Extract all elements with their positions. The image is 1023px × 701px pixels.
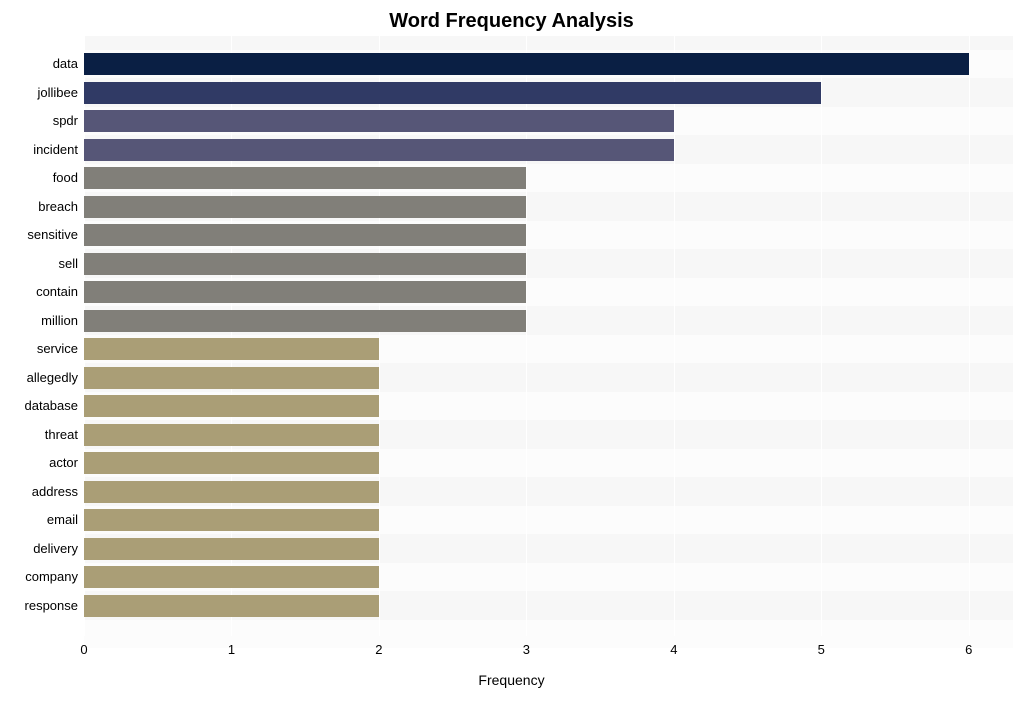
word-frequency-chart: Word Frequency Analysis Frequency 0 1 2 3 4 5… (0, 0, 1023, 701)
y-tick-label: sell (58, 256, 78, 271)
row-band (84, 620, 1013, 649)
bar (84, 481, 379, 503)
x-tick-label: 6 (965, 642, 972, 657)
bar (84, 338, 379, 360)
y-tick-label: service (37, 341, 78, 356)
bar (84, 167, 526, 189)
x-tick-label: 2 (375, 642, 382, 657)
bar (84, 53, 969, 75)
y-tick-label: sensitive (27, 227, 78, 242)
y-tick-label: allegedly (27, 370, 78, 385)
chart-title: Word Frequency Analysis (0, 10, 1023, 33)
y-tick-label: company (25, 569, 78, 584)
y-tick-label: breach (38, 199, 78, 214)
bar (84, 452, 379, 474)
bar (84, 196, 526, 218)
bar (84, 509, 379, 531)
bar (84, 253, 526, 275)
y-tick-label: food (53, 170, 78, 185)
bar (84, 139, 674, 161)
y-tick-label: data (53, 56, 78, 71)
x-tick-label: 5 (818, 642, 825, 657)
y-tick-label: million (41, 313, 78, 328)
gridline (674, 36, 675, 636)
bar (84, 310, 526, 332)
y-tick-label: contain (36, 284, 78, 299)
bar (84, 110, 674, 132)
x-tick-label: 0 (80, 642, 87, 657)
gridline (821, 36, 822, 636)
bar (84, 367, 379, 389)
y-tick-label: delivery (33, 541, 78, 556)
gridline (969, 36, 970, 636)
y-tick-label: threat (45, 427, 78, 442)
y-tick-label: database (25, 398, 79, 413)
bar (84, 566, 379, 588)
plot-area (84, 36, 1013, 636)
y-tick-label: actor (49, 455, 78, 470)
bar (84, 538, 379, 560)
bar (84, 281, 526, 303)
y-tick-label: incident (33, 142, 78, 157)
x-axis-label: Frequency (0, 672, 1023, 688)
x-tick-label: 1 (228, 642, 235, 657)
y-tick-label: address (32, 484, 78, 499)
x-tick-label: 4 (670, 642, 677, 657)
bar (84, 595, 379, 617)
bar (84, 82, 821, 104)
y-tick-label: response (25, 598, 78, 613)
y-tick-label: jollibee (38, 85, 78, 100)
bar (84, 224, 526, 246)
x-tick-label: 3 (523, 642, 530, 657)
bar (84, 424, 379, 446)
bar (84, 395, 379, 417)
y-tick-label: spdr (53, 113, 78, 128)
y-tick-label: email (47, 512, 78, 527)
